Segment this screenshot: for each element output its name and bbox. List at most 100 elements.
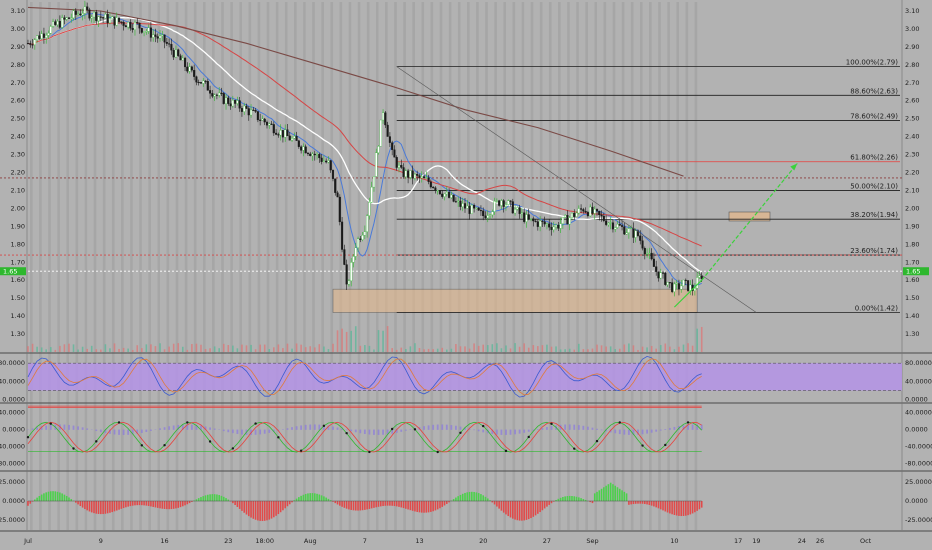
macd-histogram-bar — [382, 429, 384, 435]
candle-body — [413, 174, 416, 179]
momentum-bar — [49, 491, 52, 502]
macd-histogram-bar — [687, 424, 689, 430]
candle-body — [316, 154, 319, 156]
momentum-bar — [304, 493, 307, 502]
volume-bar — [181, 346, 184, 352]
momentum-bar — [480, 494, 482, 502]
volume-bar — [304, 347, 307, 352]
momentum-bar — [364, 501, 366, 510]
candle-body — [609, 222, 612, 224]
volume-bar — [500, 348, 503, 352]
momentum-bar — [90, 501, 93, 513]
macd-histogram-bar — [623, 429, 626, 435]
momentum-bar — [79, 501, 82, 507]
macd-histogram-bar — [354, 429, 357, 433]
candle-body — [671, 282, 674, 292]
macd-histogram-bar — [664, 429, 667, 430]
session-stripe — [248, 2, 252, 530]
candle-body — [268, 123, 271, 126]
macd-histogram-bar — [99, 429, 102, 433]
session-stripe — [448, 2, 452, 530]
price-tick-right: 1.40 — [905, 312, 919, 320]
volume-bar — [213, 346, 216, 352]
momentum-bar — [496, 501, 498, 507]
candle-body — [154, 34, 157, 37]
macd-histogram-bar — [45, 425, 48, 430]
current-price-badge — [0, 267, 26, 276]
candle-body — [491, 211, 494, 216]
candle-body — [475, 207, 478, 209]
candle-body — [646, 253, 649, 255]
candles — [26, 0, 703, 297]
momentum-bar — [291, 501, 293, 503]
momentum-bar — [473, 491, 475, 502]
macd-panel[interactable]: 40.0000 40.0000 0.0000 0.0000 -40.0000 -40.00… — [0, 405, 932, 468]
momentum-bar — [477, 493, 480, 502]
volume-bar — [49, 347, 52, 352]
x-tick-label: Jul — [23, 537, 32, 545]
momentum-bar — [628, 501, 630, 505]
momentum-bar — [384, 501, 387, 506]
volume-bar — [427, 348, 430, 352]
momentum-bar — [222, 496, 225, 502]
momentum-bar — [432, 501, 434, 512]
price-panel[interactable]: 100.00%(2.79) 88.60%(2.63) 78.60%(2.49) 61.… — [0, 0, 902, 352]
momentum-bar — [418, 501, 421, 513]
indicator-tick-right: -80.0000 — [905, 460, 932, 468]
momentum-bar — [43, 493, 45, 502]
candle-body — [240, 108, 243, 112]
momentum-bar — [77, 501, 79, 505]
momentum-panel[interactable]: 25.0000 25.0000 0.0000 0.0000 -25.0000 -25.00… — [0, 478, 932, 524]
candle-body — [147, 27, 150, 32]
candle-body — [143, 31, 146, 33]
momentum-bar — [307, 493, 309, 502]
momentum-bar — [106, 501, 109, 514]
momentum-bar — [379, 501, 382, 507]
momentum-bar — [252, 501, 255, 519]
candle-body — [168, 43, 171, 45]
macd-histogram-bar — [136, 429, 139, 434]
price-tick-right: 2.50 — [905, 115, 919, 123]
momentum-bar — [93, 501, 95, 514]
volume-bar — [696, 328, 698, 352]
momentum-bar — [275, 501, 277, 516]
momentum-bar — [409, 501, 412, 511]
stochastic-panel[interactable]: 80.0000 80.0000 40.0000 40.0000 0.0000 0.0000 — [0, 355, 932, 404]
macd-histogram-bar — [277, 429, 280, 431]
volume-bar — [414, 343, 416, 352]
momentum-bar — [505, 501, 507, 515]
momentum-bar — [527, 501, 530, 520]
momentum-bar — [593, 493, 596, 502]
volume-bar — [582, 349, 585, 352]
momentum-bar — [377, 501, 380, 507]
volume-bar — [400, 347, 403, 352]
momentum-bar — [655, 501, 657, 508]
momentum-bar — [368, 501, 371, 509]
volume-bar — [59, 345, 61, 352]
macd-histogram-bar — [550, 426, 553, 430]
x-tick-label: 26 — [816, 537, 824, 545]
candle-body — [56, 21, 59, 25]
volume-bar — [345, 331, 348, 352]
macd-histogram-bar — [459, 426, 462, 430]
candle-body — [183, 57, 187, 68]
volume-bar — [509, 348, 512, 352]
indicator-tick-right: 0.0000 — [905, 426, 928, 434]
price-tick-left: 2.50 — [11, 115, 25, 123]
candle-body — [527, 214, 530, 220]
price-tick-left: 2.30 — [11, 151, 25, 159]
candle-body — [634, 230, 637, 238]
macd-histogram-bar — [464, 427, 466, 430]
candle-body — [582, 209, 585, 212]
momentum-bar — [318, 494, 321, 502]
candle-body — [238, 100, 241, 109]
volume-bar — [40, 347, 43, 352]
macd-histogram-bar — [95, 429, 98, 432]
candle-body — [400, 165, 403, 168]
candle-body — [245, 105, 248, 109]
macd-cross-dot — [72, 447, 75, 450]
candle-body — [655, 266, 658, 272]
candle-body — [625, 232, 628, 235]
volume-bar — [605, 346, 607, 352]
